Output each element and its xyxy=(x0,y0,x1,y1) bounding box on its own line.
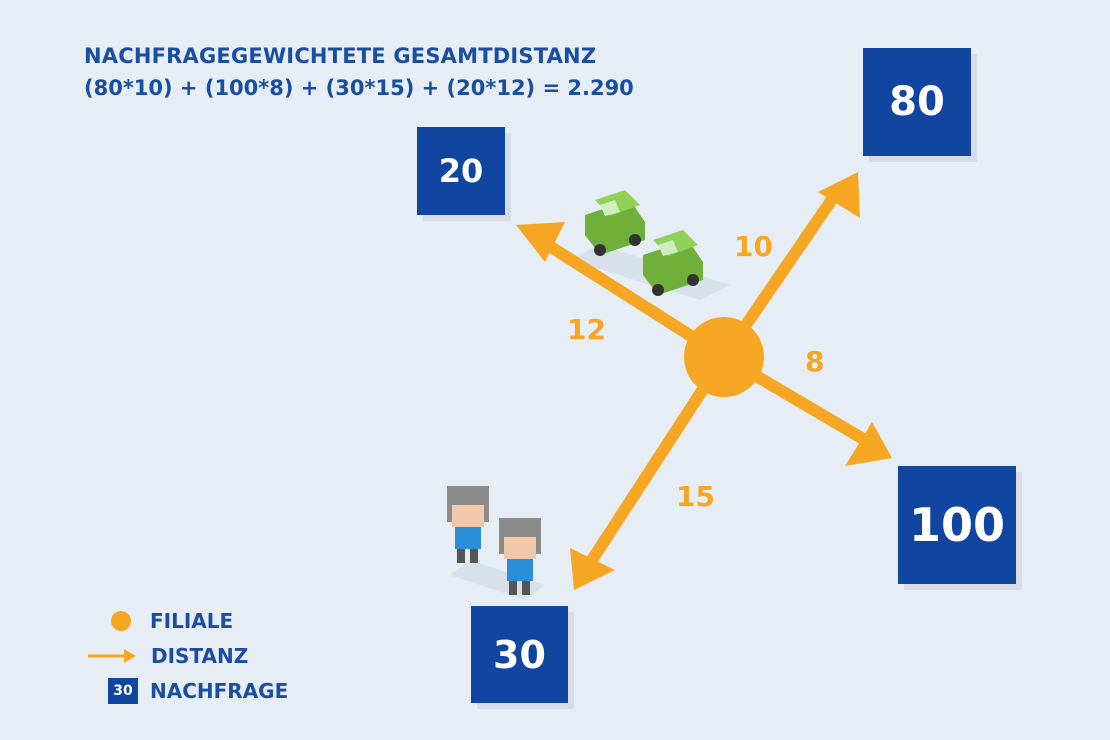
diagram-title: NACHFRAGEGEWICHTETE GESAMTDISTANZ xyxy=(84,44,597,68)
distance-label-bottom: 15 xyxy=(676,480,715,513)
legend-item-distanz: DISTANZ xyxy=(88,643,248,669)
arrow-to-bottom xyxy=(586,353,730,564)
legend-demand-box: 30 xyxy=(108,678,138,704)
car-icon xyxy=(643,230,703,296)
formula-text: (80*10) + (100*8) + (30*15) + (20*12) = … xyxy=(84,76,634,100)
legend-item-nachfrage: 30 NACHFRAGE xyxy=(108,678,288,704)
arrowhead-bottom-right xyxy=(845,422,892,466)
person-icon xyxy=(499,518,541,595)
demand-box-top-right: 80 xyxy=(863,48,971,156)
people-shadow xyxy=(450,560,545,600)
arrowhead-bottom xyxy=(570,548,615,590)
legend-label-nachfrage: NACHFRAGE xyxy=(150,679,289,703)
demand-box-bottom: 30 xyxy=(471,606,568,703)
legend-label-filiale: FILIALE xyxy=(150,609,234,633)
arrowhead-top-right xyxy=(818,172,860,218)
legend-item-filiale: FILIALE xyxy=(108,608,233,634)
distance-label-top-left: 12 xyxy=(567,313,606,346)
car-icon xyxy=(585,190,645,256)
store-circle-icon xyxy=(684,317,764,397)
distance-label-bottom-right: 8 xyxy=(805,345,825,378)
store-circle-icon xyxy=(108,608,134,634)
demand-box-top-left: 20 xyxy=(417,127,505,215)
distance-label-top-right: 10 xyxy=(734,230,773,263)
legend-label-distanz: DISTANZ xyxy=(151,644,249,668)
person-icon xyxy=(447,486,489,563)
arrowhead-top-left xyxy=(516,222,565,262)
arrow-icon xyxy=(88,643,138,669)
demand-box-bottom-right: 100 xyxy=(898,466,1016,584)
